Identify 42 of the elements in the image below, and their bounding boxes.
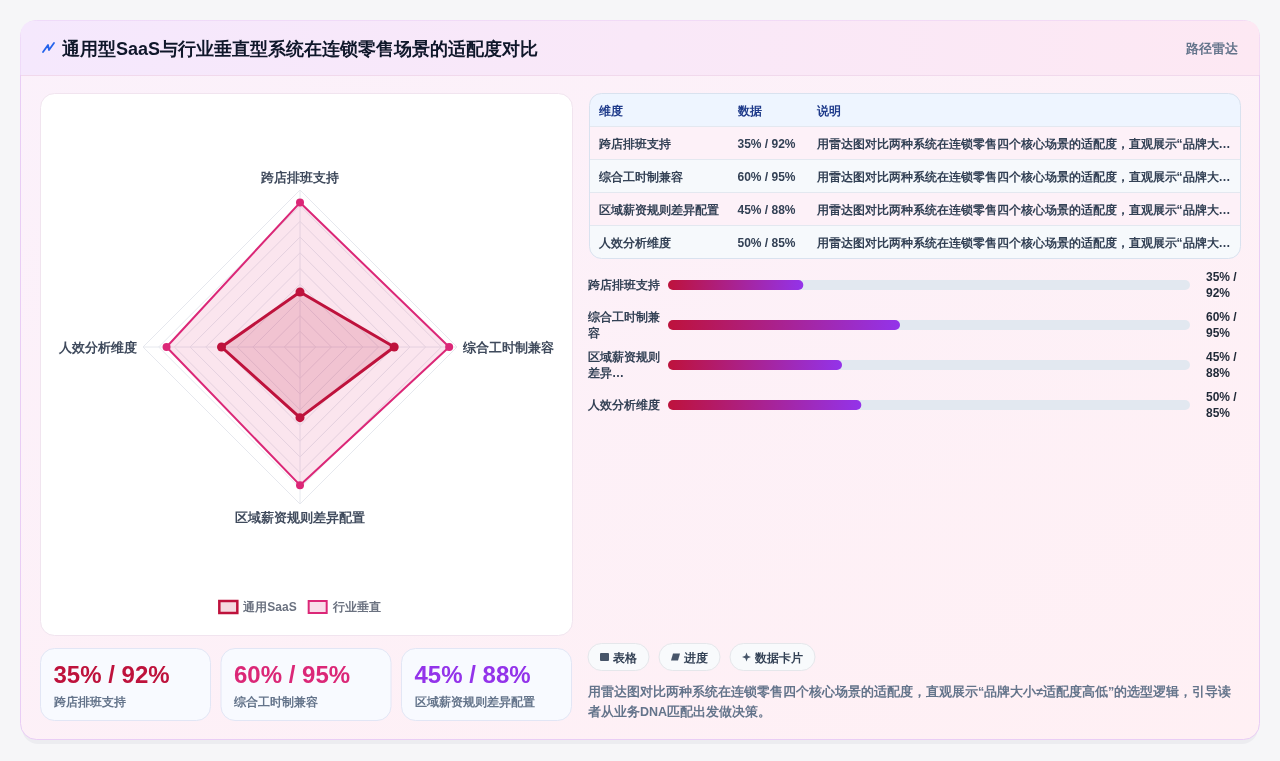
chart-title: 通用型SaaS与行业垂直型系统在连锁零售场景的适配度对比 <box>61 39 539 59</box>
text: 路径雷达 <box>1185 41 1239 56</box>
y-tick-label: 综合工时制兼容 <box>587 309 660 340</box>
text: 用雷达图对比两种系统在连锁零售四个核心场景的适配度，直观展示“品牌大… <box>816 202 1231 217</box>
spoke-label: 区域薪资规则差异配置 <box>235 510 365 525</box>
category-label: 区域薪资规则差异配置 <box>414 694 535 709</box>
text: 用雷达图对比两种系统在连锁零售四个核心场景的适配度，直观展示“品牌大… <box>816 136 1231 151</box>
text: 进度 <box>683 650 708 664</box>
text: 60% / 95% <box>234 660 351 688</box>
y-tick-label: 人效分析维度 <box>587 397 660 412</box>
category-label: 维度 <box>597 103 623 118</box>
text: 跨店排班支持 <box>598 136 671 151</box>
spoke-label: 跨店排班支持 <box>260 170 339 185</box>
text: 人效分析维度 <box>598 235 671 250</box>
legend-label: 行业垂直 <box>331 600 381 614</box>
text: 35% / 92% <box>737 136 796 151</box>
data-label: 50% / 85% <box>1206 389 1238 420</box>
spoke-label: 综合工时制兼容 <box>462 340 554 355</box>
category-label: 数据 <box>736 103 762 118</box>
category-label: 说明 <box>815 103 841 118</box>
text: 区域薪资规则差异配置 <box>598 202 719 217</box>
data-label: 35% / 92% <box>1206 269 1238 300</box>
y-tick-label: 区域薪资规则差异… <box>587 349 660 380</box>
y-tick-label: 跨店排班支持 <box>587 277 660 292</box>
text: 综合工时制兼容 <box>598 169 683 184</box>
text: 用雷达图对比两种系统在连锁零售四个核心场景的适配度，直观展示“品牌大小≠适配度高低”的选型逻辑，引导读者从业务DNA匹配出发做决策。 <box>587 684 1232 719</box>
spoke-label: 人效分析维度 <box>58 340 137 355</box>
category-label: 跨店排班支持 <box>52 694 126 709</box>
legend-label: 通用SaaS <box>242 600 297 614</box>
bar <box>668 280 804 290</box>
text: 45% / 88% <box>737 202 796 217</box>
text: 35% / 92% <box>53 660 170 688</box>
text: 用雷达图对比两种系统在连锁零售四个核心场景的适配度，直观展示“品牌大… <box>816 169 1231 184</box>
text: 数据卡片 <box>754 650 803 665</box>
text: 表格 <box>612 650 638 664</box>
data-label: 60% / 95% <box>1206 309 1238 340</box>
text: 60% / 95% <box>737 169 796 184</box>
category-label: 综合工时制兼容 <box>233 694 318 709</box>
text: 45% / 88% <box>414 660 531 688</box>
data-label: 45% / 88% <box>1206 349 1238 380</box>
text: 50% / 85% <box>737 235 796 250</box>
text: 用雷达图对比两种系统在连锁零售四个核心场景的适配度，直观展示“品牌大… <box>816 235 1231 250</box>
